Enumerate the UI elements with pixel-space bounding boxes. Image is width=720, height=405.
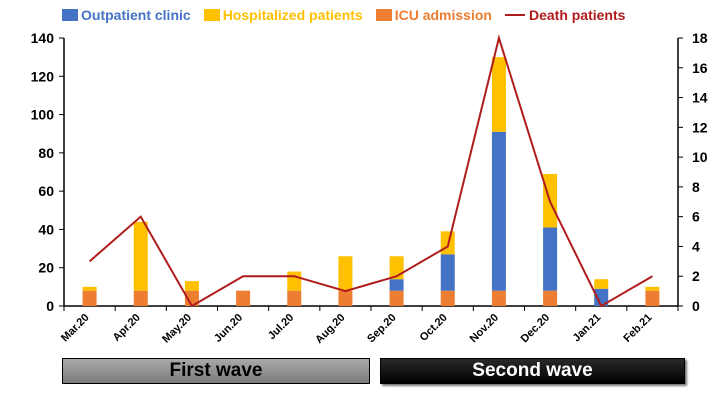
y-left-tick-label: 40 bbox=[38, 221, 54, 237]
legend-label-icu: ICU admission bbox=[394, 7, 492, 23]
bar-icu-admission bbox=[543, 290, 558, 306]
bar-hospitalized-patients bbox=[287, 271, 302, 291]
y-left-tick-label: 120 bbox=[31, 68, 55, 84]
y-right-tick-label: 8 bbox=[692, 179, 700, 195]
y-left-tick-label: 60 bbox=[38, 183, 54, 199]
bar-outpatient-clinic bbox=[440, 254, 455, 291]
bar-outpatient-clinic bbox=[543, 227, 558, 291]
legend-item-hospitalized: Hospitalized patients bbox=[203, 7, 363, 23]
bar-icu-admission bbox=[338, 290, 353, 306]
bar-outpatient-clinic bbox=[594, 288, 609, 306]
x-tick-label: Mar.20 bbox=[59, 312, 92, 345]
chart-legend: Outpatient clinic Hospitalized patients … bbox=[62, 5, 638, 25]
y-right-tick-label: 0 bbox=[692, 298, 700, 314]
legend-swatch-hospitalized bbox=[203, 9, 220, 21]
death-patients-line bbox=[88, 34, 653, 308]
y-right-tick-label: 14 bbox=[692, 90, 708, 106]
x-tick-label: Apr.20 bbox=[111, 312, 143, 344]
y-left-tick-label: 20 bbox=[38, 260, 54, 276]
legend-swatch-icu bbox=[375, 9, 392, 21]
bar-hospitalized-patients bbox=[338, 256, 353, 291]
y-right-tick-label: 12 bbox=[692, 119, 708, 135]
bar-hospitalized-patients bbox=[133, 221, 148, 291]
legend-label-outpatient: Outpatient clinic bbox=[81, 7, 191, 23]
bar-icu-admission bbox=[82, 290, 97, 306]
y-right-tick-label: 16 bbox=[692, 60, 708, 76]
x-tick-label: Jun.20 bbox=[212, 312, 245, 345]
x-tick-label: Feb.21 bbox=[621, 312, 654, 345]
x-tick-label: Jul.20 bbox=[266, 312, 297, 343]
first-wave-label: First wave bbox=[62, 358, 370, 384]
x-tick-label: Jan.21 bbox=[571, 312, 604, 345]
bar-outpatient-clinic bbox=[389, 279, 404, 291]
x-tick-label: May.20 bbox=[160, 312, 194, 346]
y-left-tick-label: 140 bbox=[31, 30, 55, 46]
bar-icu-admission bbox=[184, 290, 199, 306]
legend-swatch-outpatient bbox=[62, 9, 78, 21]
legend-label-death: Death patients bbox=[528, 7, 626, 23]
y-right-tick-label: 10 bbox=[692, 149, 708, 165]
legend-item-icu: ICU admission bbox=[375, 7, 492, 23]
y-right-tick-label: 2 bbox=[692, 268, 700, 284]
bar-hospitalized-patients bbox=[645, 286, 660, 291]
bar-outpatient-clinic bbox=[491, 131, 506, 291]
bar-hospitalized-patients bbox=[594, 279, 609, 289]
bar-icu-admission bbox=[389, 290, 404, 306]
y-right-tick-label: 4 bbox=[692, 238, 700, 254]
x-tick-label: Nov.20 bbox=[468, 312, 501, 345]
bar-icu-admission bbox=[440, 290, 455, 306]
bar-hospitalized-patients bbox=[82, 286, 97, 291]
legend-item-death: Death patients bbox=[504, 7, 626, 23]
y-left-tick-label: 0 bbox=[46, 298, 54, 314]
y-right-tick-label: 18 bbox=[692, 30, 708, 46]
second-wave-label: Second wave bbox=[380, 358, 685, 384]
bar-icu-admission bbox=[133, 290, 148, 306]
legend-line-death bbox=[504, 14, 525, 16]
x-tick-label: Sep.20 bbox=[365, 312, 399, 346]
y-right-tick-label: 6 bbox=[692, 209, 700, 225]
x-tick-label: Oct.20 bbox=[418, 312, 450, 344]
legend-label-hospitalized: Hospitalized patients bbox=[222, 7, 363, 23]
y-left-tick-label: 80 bbox=[38, 145, 54, 161]
bar-icu-admission bbox=[491, 290, 506, 306]
y-left-tick-label: 100 bbox=[31, 107, 55, 123]
bar-icu-admission bbox=[287, 290, 302, 306]
x-tick-label: Aug.20 bbox=[313, 312, 347, 346]
legend-item-outpatient: Outpatient clinic bbox=[62, 7, 191, 23]
x-tick-label: Dec.20 bbox=[519, 312, 553, 346]
bar-hospitalized-patients bbox=[184, 281, 199, 291]
bar-icu-admission bbox=[236, 290, 251, 306]
bar-hospitalized-patients bbox=[491, 57, 506, 132]
bar-icu-admission bbox=[645, 290, 660, 306]
